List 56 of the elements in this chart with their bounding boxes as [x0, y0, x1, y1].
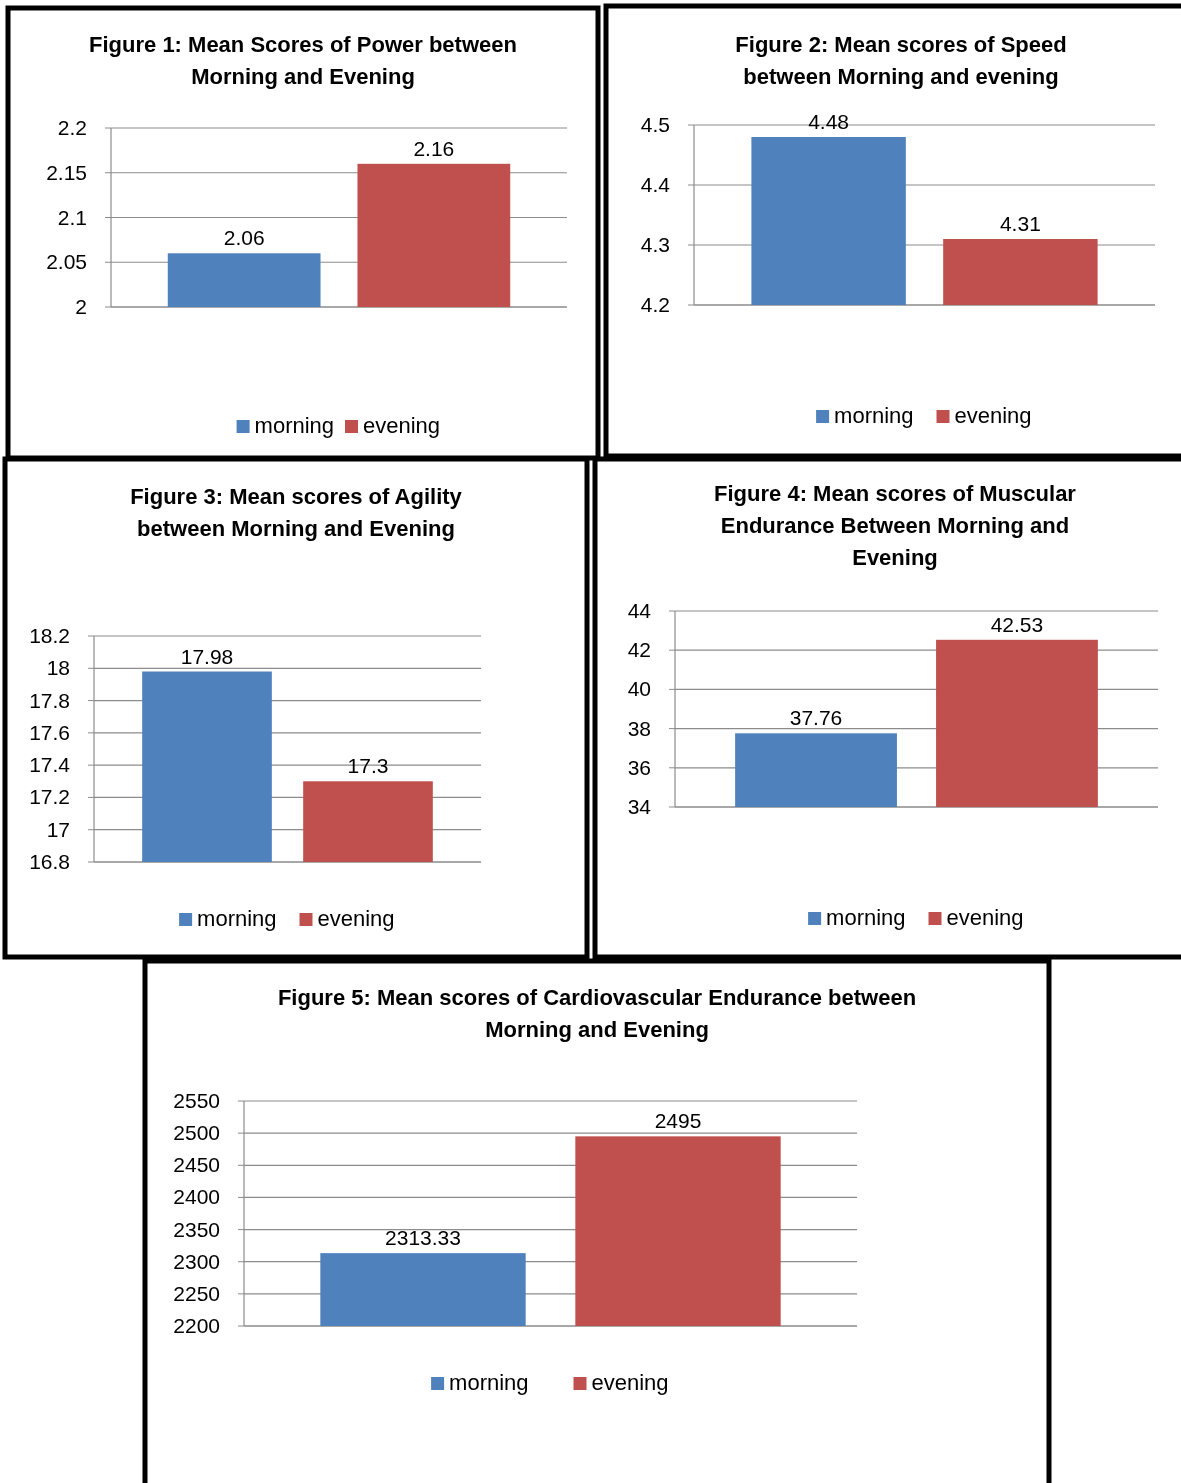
y-tick-label: 17.8 [29, 688, 70, 712]
chart-title: Figure 1: Mean Scores of Power between Morning and Evening [89, 32, 517, 89]
legend-label: evening [363, 413, 441, 438]
legend-label: morning [834, 403, 914, 428]
legend-label: morning [826, 905, 906, 930]
y-tick-label: 4.4 [640, 173, 671, 196]
legend-label: evening [954, 403, 1032, 428]
y-tick-label: 2500 [173, 1121, 220, 1145]
y-tick-label: 16.8 [29, 850, 70, 873]
y-tick-label: 18 [46, 656, 70, 680]
legend-label: morning [197, 906, 277, 931]
data-label: 17.98 [180, 644, 234, 668]
data-label: 4.48 [808, 110, 850, 133]
data-label: 37.76 [789, 706, 843, 730]
chart-title: Figure 4: Mean scores of Muscular Endurance Between Morning and Evening [714, 481, 1077, 570]
y-tick-label: 2550 [173, 1089, 220, 1112]
y-tick-label: 4.5 [640, 113, 670, 136]
y-tick-label: 18.2 [29, 624, 70, 647]
y-tick-label: 2350 [173, 1217, 220, 1241]
y-tick-label: 36 [627, 755, 651, 779]
legend-label: evening [946, 905, 1024, 930]
legend-label: evening [317, 906, 395, 931]
y-tick-label: 17.4 [29, 753, 71, 777]
y-tick-label: 17.2 [29, 785, 70, 809]
y-tick-label: 2.15 [46, 160, 87, 184]
legend-label: morning [449, 1370, 529, 1395]
data-label: 2.06 [223, 226, 265, 250]
y-tick-label: 40 [627, 677, 651, 701]
data-label: 2313.33 [385, 1226, 461, 1250]
y-tick-label: 34 [627, 795, 652, 818]
y-tick-label: 17 [46, 817, 70, 841]
y-tick-label: 4.3 [640, 233, 670, 256]
y-tick-label: 38 [627, 716, 651, 740]
y-tick-label: 2450 [173, 1153, 220, 1177]
legend-label: evening [591, 1370, 669, 1395]
y-tick-label: 2.2 [57, 116, 87, 139]
y-tick-label: 2.05 [46, 250, 87, 274]
y-tick-label: 2 [75, 295, 87, 318]
y-tick-label: 17.6 [29, 720, 70, 744]
chart-title: Figure 2: Mean scores of Speed between Morning and evening [735, 32, 1067, 89]
y-tick-label: 44 [627, 599, 652, 622]
y-tick-label: 2.1 [57, 205, 87, 229]
y-tick-label: 42 [627, 638, 651, 662]
chart-title: Figure 3: Mean scores of Agility between Morning and Evening [130, 484, 463, 541]
data-label: 42.53 [990, 612, 1044, 636]
y-tick-label: 4.2 [640, 293, 670, 316]
y-tick-label: 2250 [173, 1281, 220, 1305]
y-tick-label: 2400 [173, 1185, 220, 1209]
data-label: 2.16 [413, 136, 455, 160]
chart-title: Figure 5: Mean scores of Cardiovascular Endurance between Morning and Evening [277, 985, 917, 1042]
y-tick-label: 2300 [173, 1249, 220, 1273]
y-tick-label: 2200 [173, 1314, 220, 1337]
data-label: 2495 [654, 1109, 702, 1133]
data-label: 4.31 [999, 212, 1041, 235]
legend-label: morning [254, 413, 335, 438]
data-label: 17.3 [347, 754, 389, 778]
